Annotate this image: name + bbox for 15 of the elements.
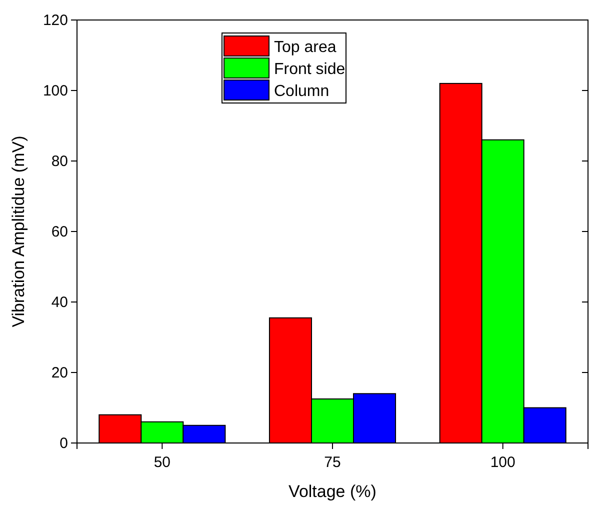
x-tick-label: 75 <box>324 454 341 471</box>
legend-label: Column <box>274 83 330 100</box>
legend-label: Top area <box>274 39 336 56</box>
y-tick-label: 120 <box>42 12 68 29</box>
y-tick-label: 80 <box>51 152 68 170</box>
y-tick-label: 40 <box>51 294 68 311</box>
y-tick-label: 60 <box>51 223 68 240</box>
y-tick-label: 0 <box>60 434 68 452</box>
y-tick-label: 20 <box>51 364 68 382</box>
x-axis-title: Voltage (%) <box>288 482 376 501</box>
legend-label: Front side <box>274 61 346 78</box>
y-axis-title: Vibration Amplitidue (mV) <box>9 136 28 328</box>
x-tick-label: 100 <box>490 454 516 471</box>
x-tick-label: 50 <box>154 454 171 471</box>
y-tick-label: 100 <box>42 82 68 100</box>
